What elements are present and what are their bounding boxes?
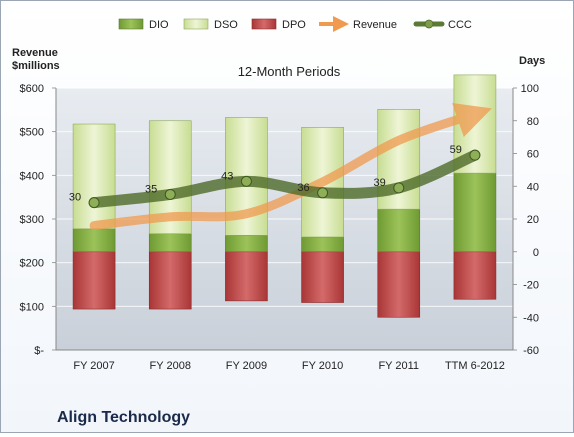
legend-item-ccc[interactable]: CCC xyxy=(413,19,472,31)
legend-label-revenue: Revenue xyxy=(353,19,397,31)
ccc-data-label: 36 xyxy=(297,182,309,194)
ccc-data-label: 30 xyxy=(69,192,81,204)
right-tick-label: 60 xyxy=(527,149,539,161)
bar-dpo xyxy=(148,251,192,310)
ccc-data-label: 39 xyxy=(374,177,386,189)
x-tick-label: FY 2011 xyxy=(378,360,419,372)
ccc-line xyxy=(88,149,481,209)
right-tick-label: -20 xyxy=(523,280,539,292)
right-tick-label: 40 xyxy=(527,181,539,193)
ccc-point xyxy=(88,197,100,209)
bars xyxy=(72,74,497,318)
bar-dpo xyxy=(301,251,344,303)
left-tick-label: $- xyxy=(34,345,44,357)
right-tick-label: 100 xyxy=(521,83,539,95)
right-axis-label: Days xyxy=(519,55,545,67)
ccc-data-label: 35 xyxy=(145,183,157,195)
revenue-line xyxy=(89,103,492,231)
legend: DIO DSO DPO Revenue CCC xyxy=(118,16,472,32)
right-tick-label: 80 xyxy=(527,116,539,128)
right-tick-label: -40 xyxy=(523,312,539,324)
legend-label-ccc: CCC xyxy=(448,19,472,31)
right-tick-label: 0 xyxy=(533,247,539,259)
x-tick-label: FY 2007 xyxy=(73,360,114,372)
legend-swatch-dio xyxy=(118,18,144,30)
bar-dpo xyxy=(377,251,421,318)
company-name: Align Technology xyxy=(57,409,190,426)
legend-swatch-dso xyxy=(183,18,209,30)
left-tick-label: $400 xyxy=(20,170,44,182)
axes: $- $100 $200 $300 $400 $500 $600 -60 -40 -20 0 20 40… xyxy=(20,83,539,372)
ccc-point xyxy=(393,182,405,194)
bar-dpo xyxy=(72,251,116,310)
left-tick-label: $300 xyxy=(20,214,44,226)
left-axis-label-line-1: Revenue xyxy=(12,47,58,59)
ccc-point xyxy=(469,149,481,161)
bar-dio xyxy=(72,228,116,253)
left-tick-label: $600 xyxy=(20,83,44,95)
bar-dpo xyxy=(225,251,268,302)
bar-dio xyxy=(301,236,344,253)
bar-dio xyxy=(225,235,268,253)
chart-title: 12-Month Periods xyxy=(238,64,341,79)
left-tick-label: $200 xyxy=(20,258,44,270)
legend-label-dpo: DPO xyxy=(282,19,306,31)
legend-item-dso[interactable]: DSO xyxy=(183,18,238,31)
bar-dso xyxy=(72,123,116,230)
ccc-point xyxy=(164,188,176,200)
legend-item-revenue[interactable]: Revenue xyxy=(319,16,397,32)
ccc-point xyxy=(240,175,252,187)
legend-label-dso: DSO xyxy=(214,19,238,31)
legend-swatch-dpo xyxy=(251,18,277,30)
right-tick-label: -60 xyxy=(523,345,539,357)
legend-item-dpo[interactable]: DPO xyxy=(251,18,306,31)
series-lines: 30 35 43 36 39 59 xyxy=(69,103,492,231)
left-tick-label: $100 xyxy=(20,301,44,313)
bar-dio xyxy=(453,172,497,253)
ccc-point xyxy=(317,187,329,199)
x-tick-label: FY 2010 xyxy=(302,360,343,372)
legend-label-dio: DIO xyxy=(149,19,169,31)
ccc-data-label: 43 xyxy=(221,170,233,182)
legend-item-dio[interactable]: DIO xyxy=(118,18,169,31)
legend-marker-ccc xyxy=(424,19,434,29)
left-axis-label-line-2: $millions xyxy=(12,60,60,72)
bar-dio xyxy=(377,208,421,253)
right-tick-label: 20 xyxy=(527,214,539,226)
bar-dpo xyxy=(453,251,497,300)
x-tick-label: FY 2009 xyxy=(226,360,267,372)
ccc-data-label: 59 xyxy=(450,144,462,156)
x-tick-label: TTM 6-2012 xyxy=(445,360,505,372)
bar-dio xyxy=(148,233,192,253)
left-tick-label: $500 xyxy=(20,127,44,139)
x-tick-label: FY 2008 xyxy=(150,360,191,372)
